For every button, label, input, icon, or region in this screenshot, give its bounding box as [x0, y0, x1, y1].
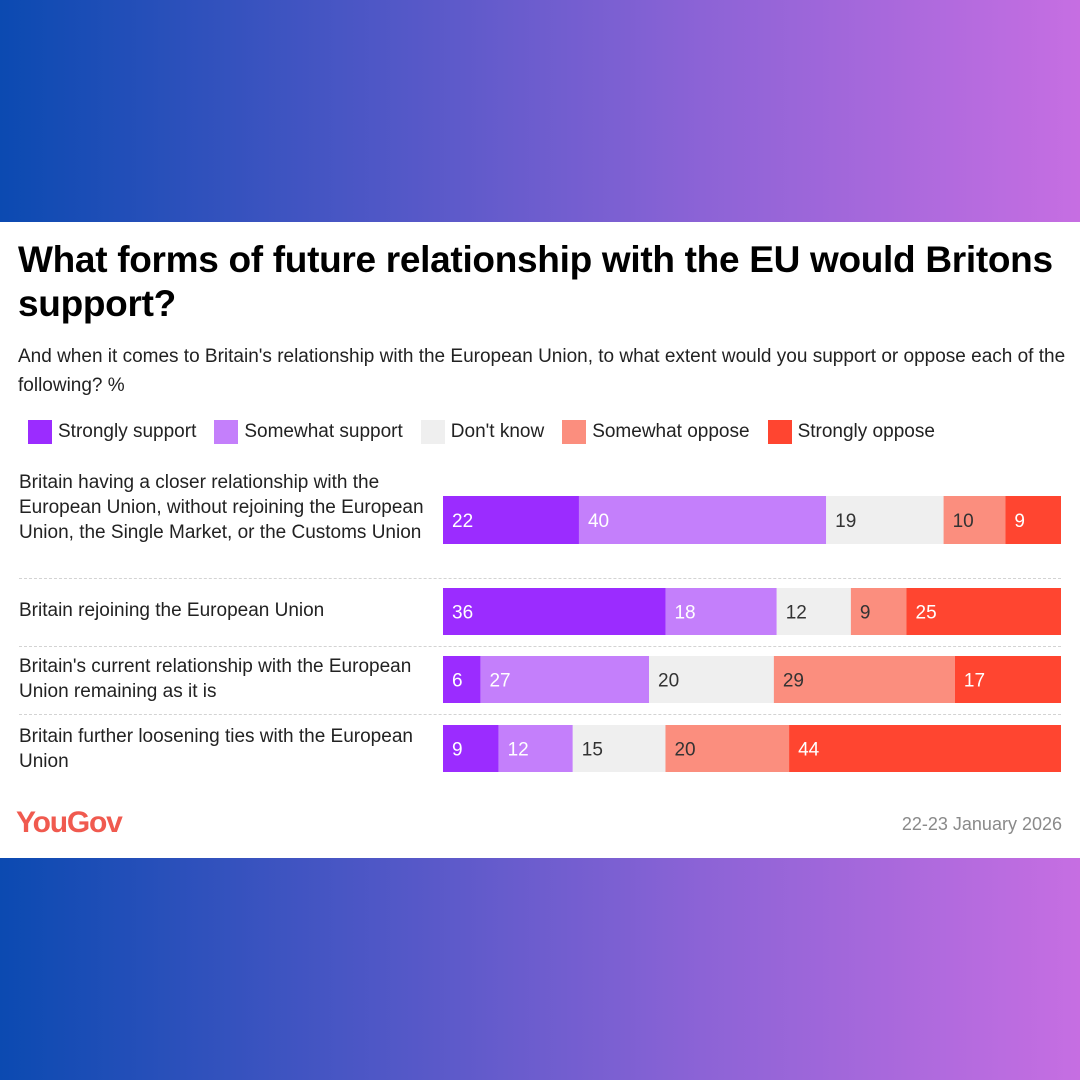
bar-value-label: 12	[508, 740, 529, 761]
legend: Strongly support Somewhat support Don't …	[28, 420, 935, 444]
bar-segment	[943, 496, 1006, 544]
bar-value-label: 22	[452, 511, 473, 532]
bar-value-label: 15	[582, 740, 603, 761]
bar-segment	[443, 496, 579, 544]
bar-value-label: 9	[452, 740, 463, 761]
category-label: Britain having a closer relationship wit…	[19, 472, 424, 543]
bar-segment	[773, 656, 955, 703]
bar-value-label: 20	[658, 671, 679, 692]
legend-swatch	[767, 420, 792, 444]
survey-date: 22-23 January 2026	[901, 814, 1062, 834]
yougov-logo: YouGov	[16, 806, 123, 839]
bar-segment	[826, 496, 944, 544]
bar-segment	[665, 588, 777, 635]
legend-item-dont-know: Don't know	[420, 420, 545, 444]
bar-value-label: 20	[674, 740, 695, 761]
bar-segment	[498, 725, 573, 772]
bar-value-label: 40	[588, 511, 609, 532]
bar-value-label: 9	[860, 603, 871, 624]
bar-value-label: 6	[452, 671, 463, 692]
bar-value-label: 9	[1014, 511, 1025, 532]
legend-item-strongly-oppose: Strongly oppose	[767, 420, 935, 444]
legend-label: Somewhat oppose	[592, 421, 750, 442]
bar-segment	[850, 588, 907, 635]
row-divider	[19, 646, 1061, 647]
legend-label: Strongly oppose	[797, 421, 935, 442]
bar-segment	[480, 656, 649, 703]
bar-segment	[443, 656, 481, 703]
top-gradient-band	[0, 0, 1080, 222]
row-divider	[19, 578, 1061, 579]
bar-segment	[649, 656, 774, 703]
category-label: Britain rejoining the European Union	[19, 600, 325, 621]
bar-value-label: 10	[953, 511, 974, 532]
legend-swatch	[420, 420, 445, 444]
chart-title: What forms of future relationship with t…	[18, 239, 1053, 324]
legend-swatch	[214, 420, 239, 444]
stacked-bar-chart: 22 40 19 10 9 36 18 12 9 25 6 27 20 29 17 9 12 15 20 44	[443, 496, 1061, 772]
bar-value-label: 17	[964, 671, 985, 692]
bar-value-label: 18	[674, 603, 695, 624]
bar-value-label: 19	[835, 511, 856, 532]
row-divider	[19, 714, 1061, 715]
bar-value-label: 27	[489, 671, 510, 692]
bar-segment	[665, 725, 790, 772]
bottom-gradient-band	[0, 858, 1080, 1080]
bar-value-label: 25	[916, 603, 937, 624]
chart-subtitle: And when it comes to Britain's relations…	[18, 346, 1066, 396]
bar-value-label: 44	[798, 740, 820, 761]
bar-segment	[789, 725, 1061, 772]
bar-segment	[954, 656, 1061, 703]
bar-value-label: 36	[452, 603, 473, 624]
category-label: Britain's current relationship with the …	[19, 656, 412, 702]
legend-item-strongly-support: Strongly support	[28, 420, 196, 444]
bar-segment	[578, 496, 827, 544]
bar-segment	[572, 725, 666, 772]
legend-swatch	[28, 420, 52, 444]
bar-segment	[443, 725, 499, 772]
legend-item-somewhat-support: Somewhat support	[214, 420, 403, 444]
category-label: Britain further loosening ties with the …	[19, 726, 413, 772]
chart-card: What forms of future relationship with t…	[0, 222, 1080, 858]
legend-label: Somewhat support	[244, 421, 403, 442]
legend-label: Don't know	[450, 421, 545, 442]
bar-segment	[1005, 496, 1061, 544]
bar-value-label: 29	[783, 671, 804, 692]
legend-label: Strongly support	[58, 421, 197, 442]
legend-item-somewhat-oppose: Somewhat oppose	[562, 420, 750, 444]
bar-value-label: 12	[786, 603, 807, 624]
bar-segment	[906, 588, 1061, 635]
legend-swatch	[562, 420, 587, 444]
bar-segment	[443, 588, 666, 635]
bar-segment	[776, 588, 851, 635]
